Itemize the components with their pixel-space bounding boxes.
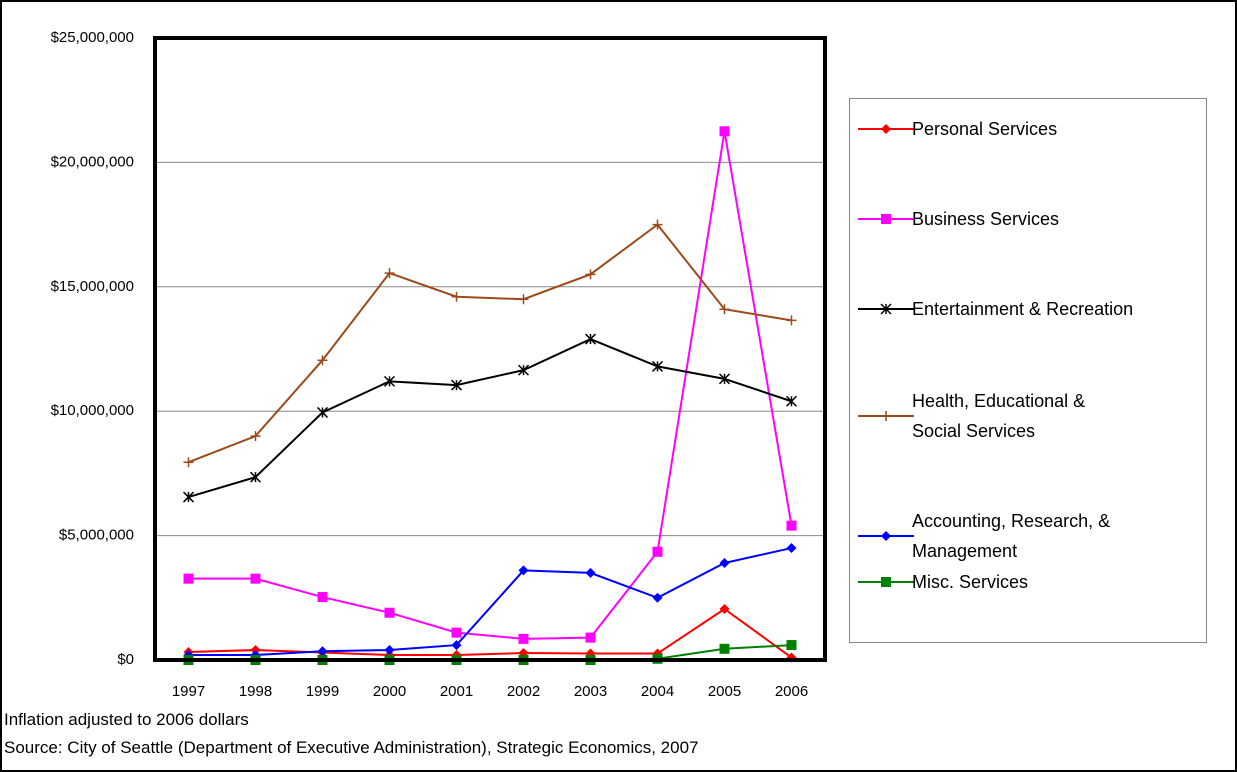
series-line — [188, 547, 792, 657]
marker — [183, 573, 194, 584]
x-tick-label: 2002 — [507, 683, 540, 700]
marker — [585, 567, 596, 578]
legend-entry: Accounting, Research, & Management — [850, 511, 1208, 596]
footnote: Inflation adjusted to 2006 dollars — [4, 710, 249, 729]
marker — [585, 632, 596, 643]
source: Source: City of Seattle (Department of E… — [4, 738, 699, 757]
marker — [384, 607, 395, 618]
y-tick-label: $0 — [117, 651, 134, 668]
marker — [450, 379, 463, 391]
marker — [880, 303, 892, 315]
legend-swatch — [858, 303, 914, 315]
marker — [250, 431, 261, 442]
x-tick-label: 1997 — [172, 683, 205, 700]
legend-label: Personal Services — [912, 119, 1058, 139]
legend-entry: Misc. Services — [850, 572, 1208, 642]
legend-swatch — [858, 531, 914, 541]
marker — [881, 124, 891, 134]
marker — [652, 546, 663, 557]
marker — [786, 520, 797, 531]
marker — [881, 531, 891, 541]
legend-entry: Business Services — [850, 209, 1208, 279]
marker — [652, 219, 663, 230]
legend-label: Accounting, Research, & Management — [912, 511, 1111, 561]
marker — [785, 395, 798, 407]
marker — [584, 333, 597, 345]
marker — [451, 291, 462, 302]
series-line — [188, 223, 792, 464]
legend-entry: Personal Services — [850, 119, 1208, 189]
marker — [651, 360, 664, 372]
legend-swatch — [858, 577, 914, 587]
x-tick-label: 1998 — [239, 683, 272, 700]
legend-swatch — [858, 214, 914, 224]
x-tick-label: 2003 — [574, 683, 607, 700]
marker — [250, 573, 261, 584]
marker — [518, 294, 529, 305]
marker — [383, 375, 396, 387]
x-tick-label: 2006 — [775, 683, 808, 700]
marker — [451, 627, 462, 638]
legend-label: Misc. Services — [912, 572, 1029, 592]
marker — [317, 355, 328, 366]
marker — [585, 269, 596, 280]
plot-frame — [153, 36, 827, 662]
marker — [249, 471, 262, 483]
series-line — [188, 131, 793, 640]
x-tick-label: 2001 — [440, 683, 473, 700]
legend-swatch — [858, 124, 914, 134]
marker — [786, 315, 797, 326]
legend-label: Health, Educational & Social Services — [912, 391, 1086, 441]
marker — [786, 640, 797, 651]
y-tick-label: $10,000,000 — [51, 402, 134, 419]
marker — [517, 364, 530, 376]
marker — [183, 457, 194, 468]
y-tick-label: $5,000,000 — [59, 527, 134, 544]
marker — [518, 565, 529, 576]
marker — [719, 304, 730, 315]
y-tick-label: $15,000,000 — [51, 278, 134, 295]
marker — [719, 603, 730, 614]
series-line — [188, 644, 792, 661]
x-tick-label: 2005 — [708, 683, 741, 700]
series-line — [188, 607, 793, 659]
legend: Personal Services Business Services Entert… — [849, 98, 1207, 643]
marker — [182, 491, 195, 503]
marker — [316, 406, 329, 418]
marker — [384, 645, 395, 656]
marker — [719, 643, 730, 654]
marker — [881, 577, 891, 587]
marker — [518, 633, 529, 644]
x-tick-label: 2004 — [641, 683, 674, 700]
marker — [881, 411, 891, 421]
legend-swatch — [858, 411, 914, 421]
legend-entry: Health, Educational & Social Services — [850, 391, 1208, 476]
marker — [881, 214, 891, 224]
legend-entry: Entertainment & Recreation — [850, 299, 1208, 369]
legend-label: Business Services — [912, 209, 1060, 229]
marker — [786, 543, 797, 554]
x-tick-label: 2000 — [373, 683, 406, 700]
marker — [384, 268, 395, 279]
y-tick-label: $20,000,000 — [51, 153, 134, 170]
marker — [719, 126, 730, 137]
marker — [451, 640, 462, 651]
legend-label: Entertainment & Recreation — [912, 299, 1134, 319]
marker — [718, 373, 731, 385]
marker — [317, 646, 328, 657]
marker — [317, 592, 328, 603]
marker — [719, 557, 730, 568]
y-tick-label: $25,000,000 — [51, 29, 134, 46]
marker — [652, 592, 663, 603]
x-tick-label: 1999 — [306, 683, 339, 700]
series-line — [188, 337, 792, 498]
